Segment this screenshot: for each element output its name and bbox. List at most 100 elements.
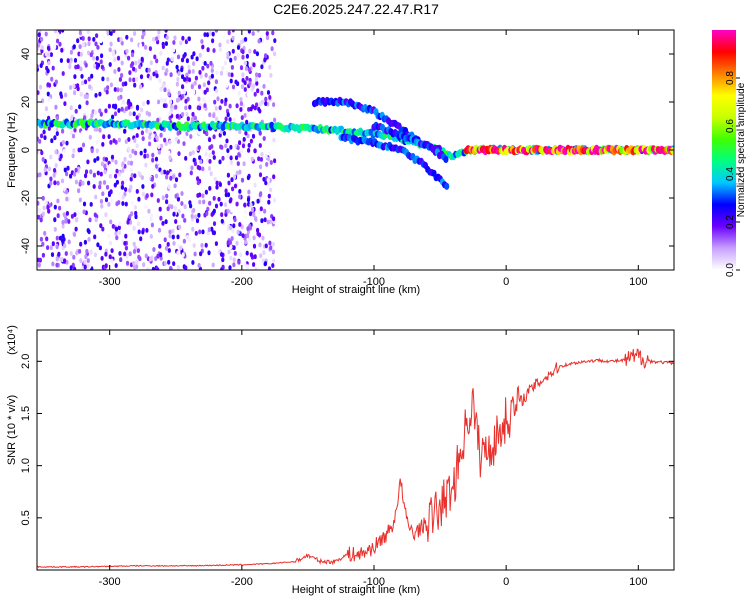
spectrogram-noise-cell [109,82,113,88]
spectrogram-noise-cell [132,111,136,117]
spectrogram-noise-cell [172,240,176,246]
spectrogram-noise-cell [216,96,220,102]
spectrogram-noise-cell [237,90,241,96]
spectrogram-noise-cell [88,217,92,223]
spectrogram-noise-cell [89,202,93,207]
spectrogram-noise-cell [117,67,121,72]
spectrogram-noise-cell [154,256,158,261]
spectrogram-noise-cell [202,199,206,205]
spectrogram-noise-cell [152,46,157,52]
spectrogram-noise-cell [37,42,41,48]
spectrogram-noise-cell [236,161,240,167]
spectrogram-noise-cell [159,215,163,221]
spectrogram-noise-cell [243,80,247,86]
spectrogram-trace-cell [443,155,449,163]
spectrogram-noise-cell [253,254,257,260]
spectrogram-noise-cell [43,230,47,236]
spectrogram-noise-cell [176,234,180,240]
spectrogram-noise-cell [191,260,195,265]
spectrogram-noise-cell [159,132,163,138]
spectrogram-noise-cell [105,184,110,190]
spectrogram-noise-cell [147,208,151,214]
spectrogram-noise-cell [266,90,271,95]
spectrogram-noise-cell [50,76,54,82]
spectrogram-noise-cell [180,201,184,206]
spectrogram-noise-cell [49,180,53,186]
spectrogram-noise-cell [228,198,232,204]
spectrogram-noise-cell [38,257,43,263]
spectrogram-noise-cell [246,112,250,118]
spectrogram-noise-cell [183,77,187,82]
spectrogram-noise-cell [178,172,182,178]
spectrogram-noise-cell [194,231,198,236]
spectrogram-noise-cell [92,184,96,189]
spectrogram-noise-cell [78,111,82,117]
spectrogram-noise-cell [169,45,173,51]
spectrogram-noise-cell [114,231,118,236]
spectrogram-noise-cell [181,112,185,117]
spectrogram-noise-cell [55,262,59,268]
spectrogram-noise-cell [149,216,153,222]
spectrogram-noise-cell [168,99,173,105]
spectrogram-noise-cell [252,262,256,267]
spectrogram-noise-cell [182,89,186,95]
spectrogram-noise-cell [197,263,201,268]
spectrogram-noise-cell [238,194,242,200]
spectrogram-noise-cell [258,172,263,178]
spectrogram-noise-cell [135,189,139,194]
spectrogram-noise-cell [50,138,54,144]
spectrogram-noise-cell [107,233,111,239]
spectrogram-noise-cell [144,253,148,259]
spectrogram-noise-cell [47,208,51,214]
spectrogram-noise-cell [269,245,273,251]
spectrogram-noise-cell [39,63,43,68]
spectrogram-noise-cell [264,243,268,249]
spectrogram-noise-cell [120,106,124,112]
spectrogram-noise-cell [148,256,153,262]
spectrogram-noise-cell [156,99,161,105]
spectrogram-noise-cell [144,162,148,168]
spectrogram-noise-cell [225,138,229,144]
spectrogram-noise-cell [124,201,128,207]
spectrogram-noise-cell [65,171,69,177]
spectrogram-noise-cell [143,148,147,154]
spectrogram-noise-cell [177,208,181,214]
spectrogram-noise-cell [49,245,53,251]
spectrogram-noise-cell [264,101,268,106]
spectrogram-noise-cell [190,84,194,90]
spectrogram-noise-cell [266,219,270,225]
spectrogram-noise-cell [239,39,244,45]
spectrogram-noise-cell [176,196,180,202]
spectrogram-noise-cell [184,98,188,104]
spectrogram-noise-cell [256,266,260,270]
spectrogram-noise-cell [230,72,234,78]
spectrogram-noise-cell [78,104,82,110]
spectrogram-noise-cell [147,112,151,117]
spectrogram-noise-cell [53,44,57,50]
spectrogram-noise-cell [230,236,234,241]
spectrogram-noise-cell [246,175,250,181]
spectrogram-noise-cell [197,212,201,218]
spectrogram-noise-cell [250,156,254,162]
spectrogram-noise-cell [201,65,205,71]
spectrogram-noise-cell [185,72,189,78]
spectrogram-noise-cell [262,176,266,182]
spectrogram-noise-cell [247,148,251,153]
spectrogram-noise-cell [182,238,186,244]
colorbar-label: Normalized spectral amplitude [736,82,747,217]
spectrogram-noise-cell [247,237,252,242]
spectrogram-noise-cell [190,116,195,122]
spectrogram-noise-cell [245,119,249,125]
spectrogram-noise-cell [222,131,226,136]
spectrogram-noise-cell [116,87,120,93]
spectrogram-noise-cell [248,81,252,86]
spectrogram-noise-cell [73,127,77,133]
spectrogram-noise-cell [250,87,254,92]
spectrogram-noise-cell [167,150,171,156]
spectrogram-noise-cell [64,107,68,112]
y-tick-label: 40 [20,48,32,60]
spectrogram-noise-cell [46,91,50,97]
spectrogram-noise-cell [247,143,251,148]
spectrogram-noise-cell [71,133,76,139]
spectrogram-noise-cell [226,153,230,159]
